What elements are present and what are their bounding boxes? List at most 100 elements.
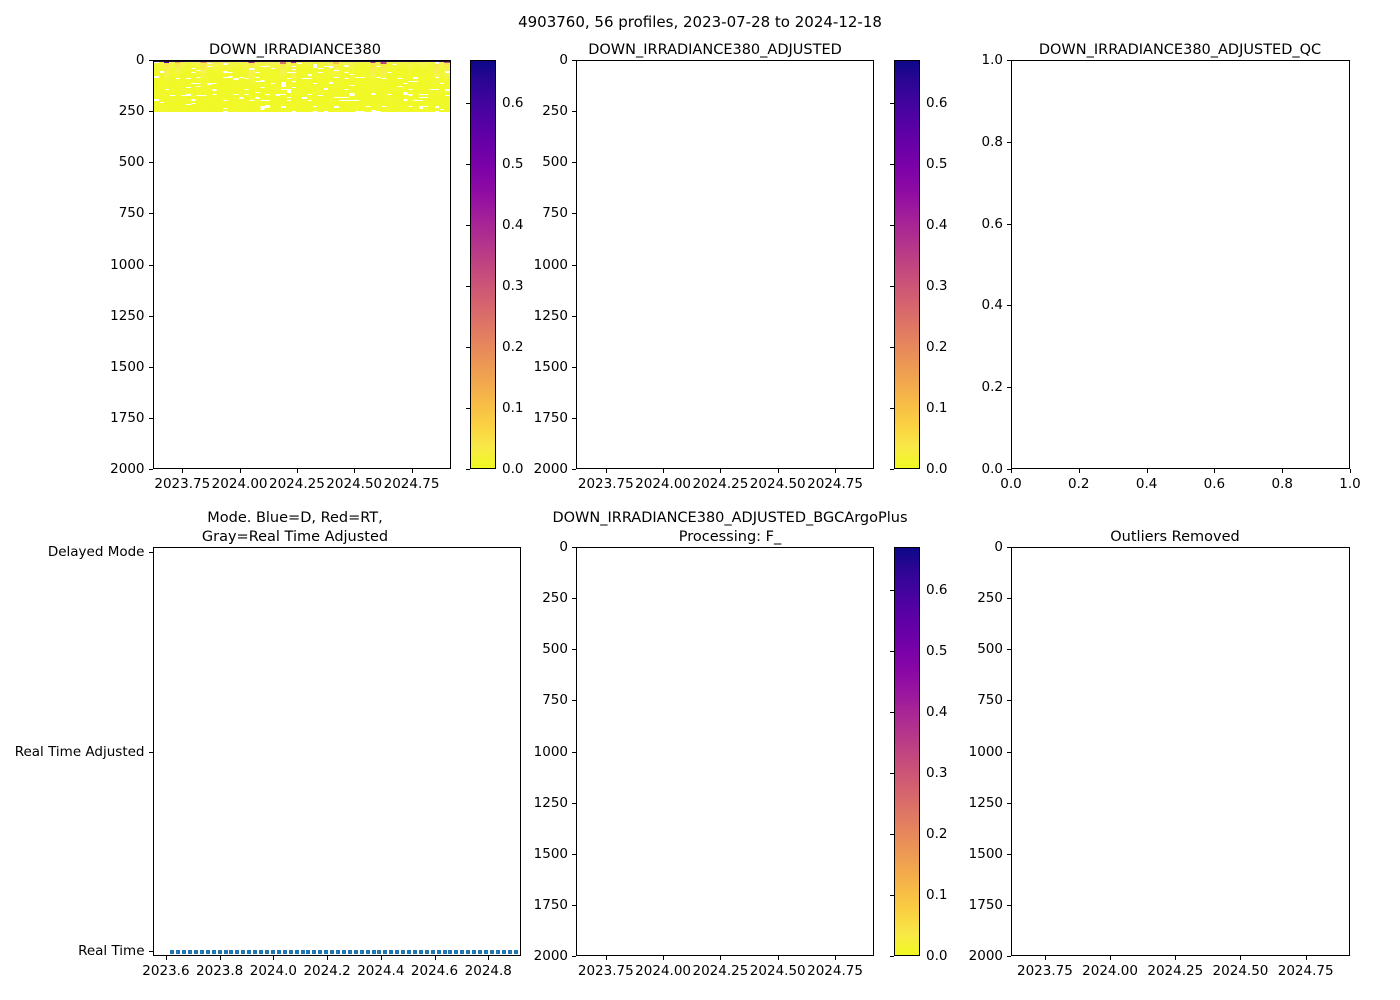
x-tick (380, 956, 382, 960)
mode-data-point (300, 950, 305, 955)
colorbar-tick-label: 0.5 (926, 642, 948, 659)
mode-data-point (235, 950, 240, 955)
axes-mode[interactable] (152, 547, 521, 956)
y-tick-label: 1250 (968, 794, 1003, 811)
mode-data-point (282, 950, 287, 955)
colorbar-tick (466, 224, 470, 226)
mode-data-point (507, 950, 512, 955)
colorbar-tick-label: 0.6 (926, 94, 948, 111)
y-tick (572, 904, 576, 906)
mode-data-point (377, 950, 382, 955)
y-tick-label: 1500 (533, 845, 568, 862)
axes-bgcargoplus[interactable] (576, 547, 874, 956)
x-tick (720, 956, 722, 960)
panel-bgcargoplus-title-line1: DOWN_IRRADIANCE380_ADJUSTED_BGCArgoPlus (552, 510, 908, 526)
panel-outliers-title: Outliers Removed (1110, 529, 1240, 545)
colorbar-tick-label: 0.6 (926, 581, 948, 598)
x-tick-label: 2024.50 (326, 476, 383, 492)
axes-raw[interactable] (152, 60, 451, 469)
y-tick-label: 500 (118, 154, 145, 171)
mode-data-point (347, 950, 352, 955)
x-tick-label: 2024.25 (692, 476, 749, 492)
mode-data-point (336, 950, 341, 955)
y-tick (148, 951, 153, 953)
x-tick (1282, 469, 1284, 473)
x-tick (434, 956, 436, 960)
mode-data-point (418, 950, 423, 955)
y-tick-label: 1000 (968, 743, 1003, 760)
mode-data-point (466, 950, 471, 955)
mode-data-point (241, 950, 246, 955)
mode-data-point (383, 950, 388, 955)
y-tick-label: 1750 (533, 409, 568, 426)
mode-data-point (454, 950, 459, 955)
x-tick-label: 0.8 (1271, 476, 1293, 492)
panel-raw-title: DOWN_IRRADIANCE380 (209, 42, 381, 58)
x-tick (1350, 469, 1351, 473)
mode-data-point (371, 950, 376, 955)
y-tick-label: 250 (118, 103, 145, 120)
y-tick (1007, 853, 1011, 855)
y-tick-label: 750 (118, 205, 145, 222)
mode-data-point (306, 950, 311, 955)
y-tick-label: 750 (542, 205, 568, 222)
mode-data-point (205, 950, 210, 955)
axes-adjusted[interactable] (576, 60, 874, 469)
y-tick (572, 213, 576, 215)
y-tick (572, 162, 576, 164)
y-tick (148, 264, 153, 266)
x-tick-label: 0.0 (1000, 476, 1022, 492)
axes-outliers-removed[interactable] (1011, 547, 1350, 956)
colorbar-tick-label: 0.2 (502, 338, 524, 355)
y-tick-label: 0 (135, 52, 145, 68)
y-tick-label: Real Time Adjusted (14, 743, 145, 760)
y-tick (572, 956, 576, 957)
y-tick-label: 500 (542, 641, 568, 658)
x-tick (663, 469, 665, 473)
mode-data-point (265, 950, 269, 955)
mode-data-point (430, 950, 435, 955)
y-tick-label: 0 (559, 52, 568, 68)
y-tick (572, 802, 576, 804)
colorbar-adjusted (894, 60, 920, 469)
panel-bgcargoplus-title-line2: Processing: F_ (678, 529, 782, 545)
colorbar-tick-label: 0.3 (502, 277, 524, 294)
mode-data-point (253, 950, 258, 955)
y-tick (1007, 60, 1011, 61)
panel-mode-title-line1: Mode. Blue=D, Red=RT, (207, 510, 383, 526)
y-tick-label: 0 (994, 539, 1003, 555)
colorbar-tick-label: 0.1 (502, 399, 524, 416)
colorbar-tick-label: 0.6 (502, 94, 524, 111)
panel-adjusted-title: DOWN_IRRADIANCE380_ADJUSTED (588, 42, 842, 58)
axes-adjusted-qc[interactable] (1011, 60, 1350, 469)
x-tick-label: 2023.6 (142, 963, 190, 979)
mode-data-point (288, 950, 293, 955)
y-tick-label: 1500 (110, 358, 145, 375)
mode-data-point (489, 950, 494, 955)
mode-data-point (513, 950, 518, 955)
x-tick (1175, 956, 1177, 960)
colorbar-tick (466, 285, 470, 287)
y-tick (1007, 598, 1011, 600)
mode-data-point (442, 950, 447, 955)
x-tick-label: 0.2 (1068, 476, 1090, 492)
x-tick-label: 2024.2 (303, 963, 351, 979)
x-tick (835, 956, 837, 960)
x-tick-label: 2023.8 (196, 963, 244, 979)
y-tick-label: 0.8 (981, 133, 1003, 150)
colorbar-tick-label: 0.5 (502, 155, 524, 172)
mode-data-point (188, 950, 193, 955)
y-tick-label: 250 (542, 590, 568, 607)
y-tick (1007, 141, 1011, 143)
mode-data-point (223, 950, 228, 955)
mode-data-point (389, 950, 394, 955)
colorbar-tick-label: 0.4 (926, 703, 948, 720)
mode-data-point (330, 950, 335, 955)
y-tick-label: 750 (977, 692, 1003, 709)
y-tick-label: 250 (542, 103, 568, 120)
colorbar-bgcargoplus (894, 547, 920, 956)
mode-data-point (412, 950, 417, 955)
y-tick (572, 853, 576, 855)
colorbar-tick (890, 102, 894, 104)
